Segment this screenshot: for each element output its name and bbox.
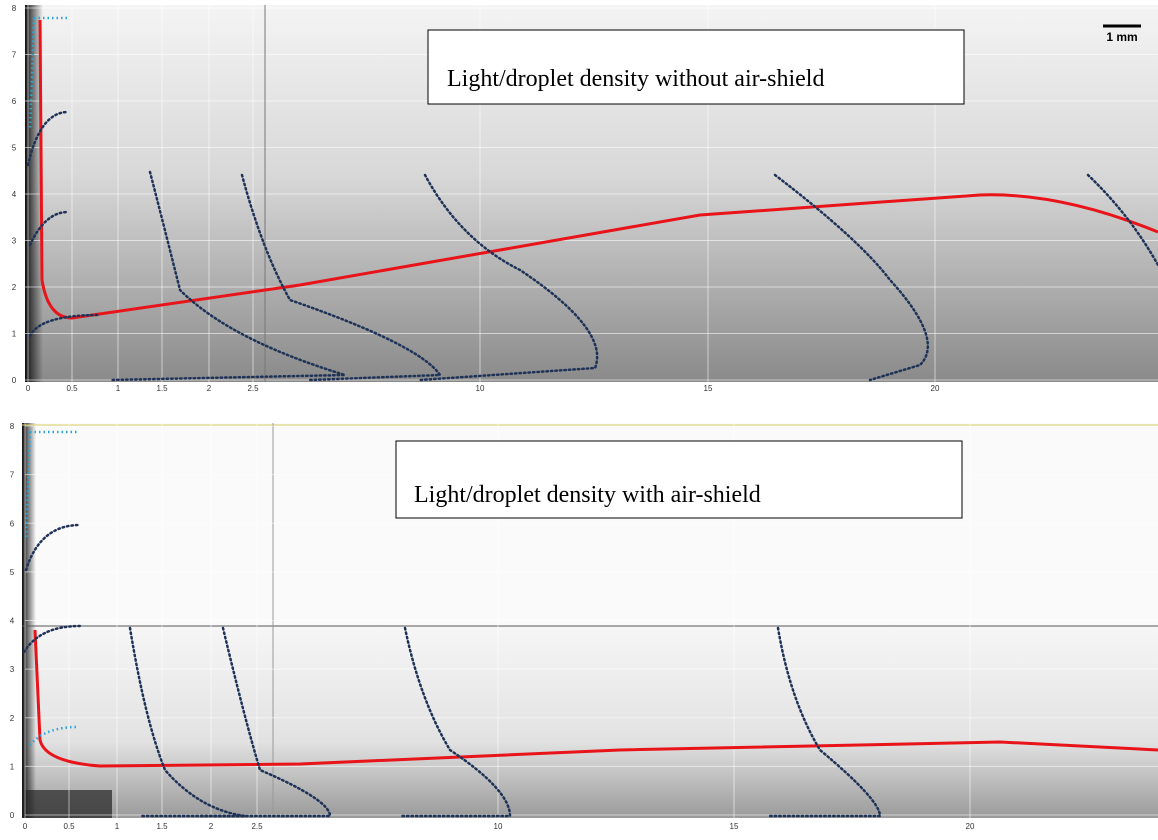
y-tick-label: 2 <box>12 283 17 292</box>
y-tick-label: 5 <box>10 568 15 577</box>
x-tick-label: 15 <box>704 384 713 393</box>
y-tick-label: 1 <box>12 330 17 339</box>
y-tick-label: 6 <box>12 97 17 106</box>
y-tick-label: 0 <box>12 376 17 385</box>
panel-label: Light/droplet density without air-shield <box>447 66 824 92</box>
y-tick-label: 5 <box>12 144 17 153</box>
x-tick-label: 1.5 <box>156 384 168 393</box>
x-tick-label: 2 <box>209 822 214 831</box>
x-tick-label: 0 <box>23 822 28 831</box>
top-panel: Light/droplet density without air-shield… <box>25 5 1158 382</box>
y-tick-label: 0 <box>10 811 15 820</box>
label-box <box>395 440 963 519</box>
y-tick-label: 2 <box>10 714 15 723</box>
y-tick-label: 7 <box>10 471 15 480</box>
x-tick-label: 0 <box>26 384 31 393</box>
x-tick-label: 2.5 <box>251 822 263 831</box>
y-tick-label: 8 <box>10 422 15 431</box>
x-tick-label: 20 <box>931 384 940 393</box>
scale-bar-label: 1 mm <box>1106 30 1137 44</box>
y-tick-label: 1 <box>10 762 15 771</box>
y-tick-label: 3 <box>10 665 15 674</box>
y-tick-label: 7 <box>12 51 17 60</box>
y-tick-label: 4 <box>12 190 17 199</box>
panel-label: Light/droplet density with air-shield <box>414 482 761 508</box>
x-tick-label: 10 <box>476 384 485 393</box>
x-tick-label: 0.5 <box>66 384 78 393</box>
x-tick-label: 15 <box>730 822 739 831</box>
x-tick-label: 0.5 <box>63 822 75 831</box>
y-tick-label: 4 <box>10 617 15 626</box>
bottom-panel: Light/droplet density with air-shield <box>22 423 1158 818</box>
x-tick-label: 2 <box>207 384 212 393</box>
y-tick-label: 6 <box>10 519 15 528</box>
y-tick-label: 3 <box>12 237 17 246</box>
label-box <box>427 29 965 105</box>
x-tick-label: 2.5 <box>247 384 259 393</box>
x-tick-label: 1 <box>115 822 120 831</box>
y-tick-label: 8 <box>12 4 17 13</box>
x-tick-label: 10 <box>494 822 503 831</box>
x-tick-label: 1 <box>116 384 121 393</box>
x-tick-label: 1.5 <box>156 822 168 831</box>
x-tick-label: 20 <box>966 822 975 831</box>
